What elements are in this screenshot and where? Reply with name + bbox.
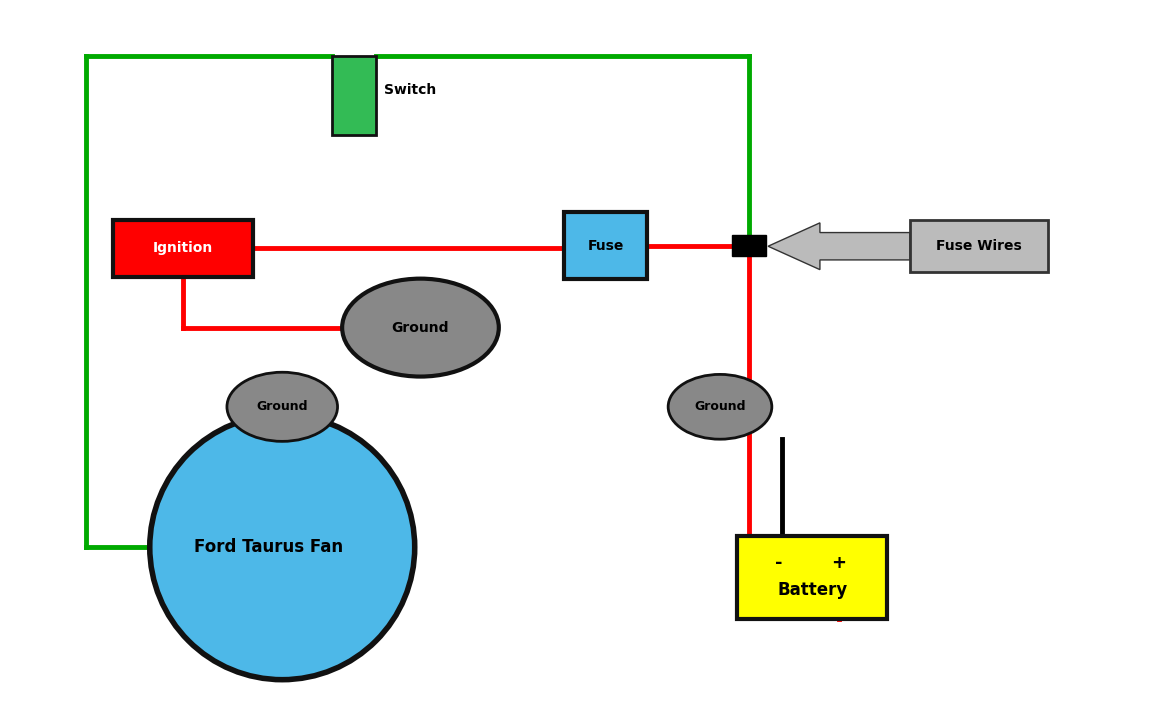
Ellipse shape [227,372,338,441]
Text: +: + [832,554,847,572]
Text: -: - [775,554,783,572]
FancyBboxPatch shape [732,235,766,256]
Text: Ground: Ground [392,320,449,335]
Text: Switch: Switch [384,83,435,96]
Text: Ford Taurus Fan: Ford Taurus Fan [195,539,343,557]
FancyBboxPatch shape [113,220,253,277]
Ellipse shape [150,415,415,680]
FancyArrow shape [768,223,910,270]
Text: Battery: Battery [778,581,847,599]
Text: Ground: Ground [695,400,745,413]
Ellipse shape [668,374,772,439]
Text: Fuse: Fuse [588,238,624,253]
FancyBboxPatch shape [564,212,647,279]
Text: Fuse Wires: Fuse Wires [937,239,1022,253]
FancyBboxPatch shape [910,220,1048,272]
Ellipse shape [342,279,499,377]
Text: Ignition: Ignition [153,241,213,256]
FancyBboxPatch shape [737,536,887,619]
Text: Ground: Ground [257,400,308,413]
FancyBboxPatch shape [332,56,376,135]
